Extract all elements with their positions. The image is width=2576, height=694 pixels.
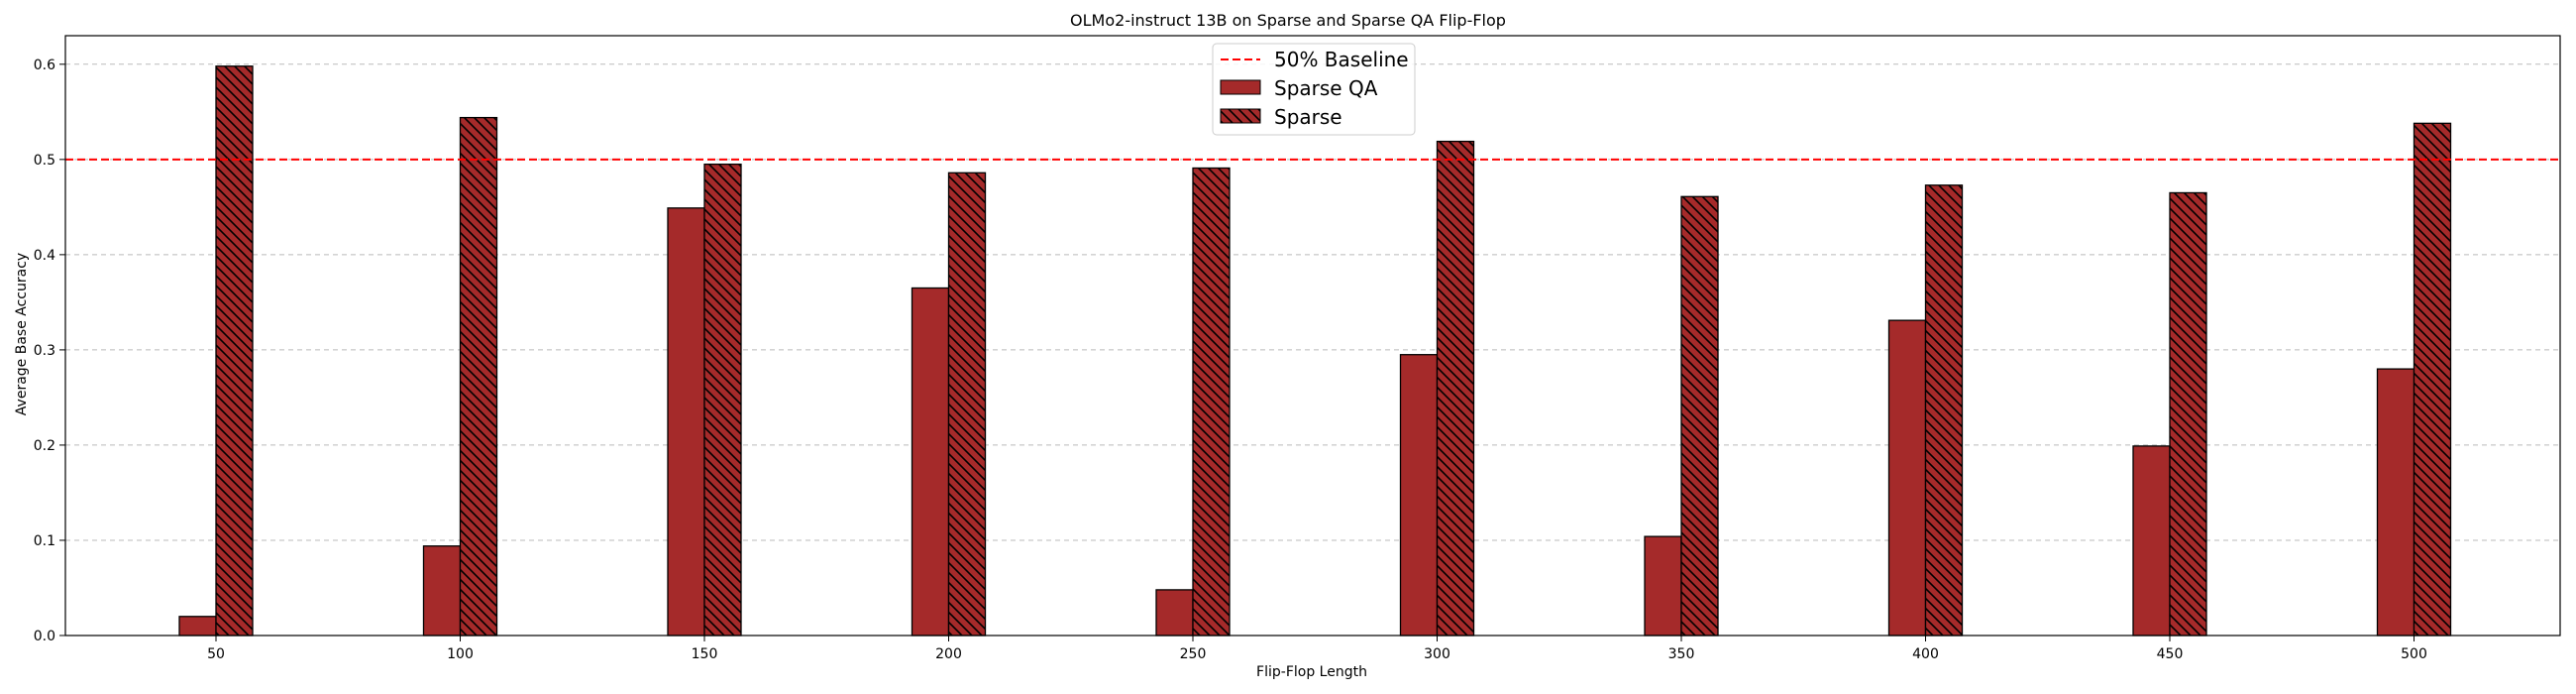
x-tick-label: 400 [1912, 646, 1939, 662]
legend-box [1212, 43, 1416, 136]
x-tick-label: 500 [2401, 646, 2427, 662]
bar-sparse-qa-400 [1887, 319, 1927, 636]
bar-sparse-450 [2169, 191, 2207, 636]
bars [178, 65, 2452, 636]
bar-sparse-qa-50 [178, 616, 217, 636]
bar-sparse-150 [703, 163, 742, 636]
y-axis-label: Average Base Accuracy [14, 253, 30, 415]
bar-sparse-qa-450 [2132, 445, 2171, 636]
x-tick-label: 250 [1180, 646, 1207, 662]
bar-sparse-qa-500 [2376, 368, 2415, 636]
bar-sparse-250 [1192, 167, 1231, 636]
x-tick-label: 150 [692, 646, 718, 662]
legend: 50% Baseline Sparse QA Sparse [1212, 43, 1416, 136]
bar-sparse-qa-100 [422, 545, 462, 636]
bar-sparse-qa-150 [667, 207, 705, 636]
x-tick-label: 350 [1668, 646, 1695, 662]
y-tick-label: 0.4 [34, 248, 55, 264]
x-axis-ticks: 50 100 150 200 250 300 350 400 450 500 [207, 636, 2427, 662]
bar-sparse-qa-250 [1155, 589, 1194, 636]
y-tick-label: 0.5 [34, 153, 55, 169]
bar-sparse-qa-350 [1644, 535, 1682, 636]
chart-title: OLMo2-instruct 13B on Sparse and Sparse … [1070, 11, 1506, 30]
bar-sparse-400 [1924, 184, 1964, 636]
x-tick-label: 200 [935, 646, 962, 662]
plot-frame [64, 35, 2561, 636]
legend-sparse-qa-label: Sparse QA [1274, 76, 1378, 100]
bar-sparse-50 [215, 65, 254, 636]
bar-sparse-qa-300 [1399, 354, 1439, 636]
y-tick-label: 0.1 [34, 533, 55, 549]
y-tick-label: 0.6 [34, 58, 55, 73]
y-tick-label: 0.3 [34, 343, 55, 359]
legend-sparse-swatch [1220, 108, 1261, 124]
y-tick-label: 0.2 [34, 438, 55, 454]
bar-sparse-qa-200 [911, 287, 950, 636]
x-tick-label: 100 [447, 646, 474, 662]
y-tick-label: 0.0 [34, 629, 55, 644]
y-axis-ticks: 0.0 0.1 0.2 0.3 0.4 0.5 0.6 [34, 58, 65, 644]
x-tick-label: 50 [207, 646, 225, 662]
bar-sparse-350 [1680, 195, 1719, 636]
bar-sparse-100 [459, 116, 498, 636]
x-tick-label: 300 [1424, 646, 1450, 662]
bar-sparse-200 [947, 172, 987, 636]
legend-sparse-qa-swatch [1220, 79, 1261, 95]
legend-baseline-label: 50% Baseline [1274, 48, 1409, 71]
x-axis-label: Flip-Flop Length [1256, 664, 1367, 680]
bar-sparse-500 [2413, 122, 2452, 636]
x-tick-label: 450 [2157, 646, 2184, 662]
legend-sparse-label: Sparse [1274, 105, 1342, 129]
bar-sparse-300 [1436, 140, 1475, 636]
